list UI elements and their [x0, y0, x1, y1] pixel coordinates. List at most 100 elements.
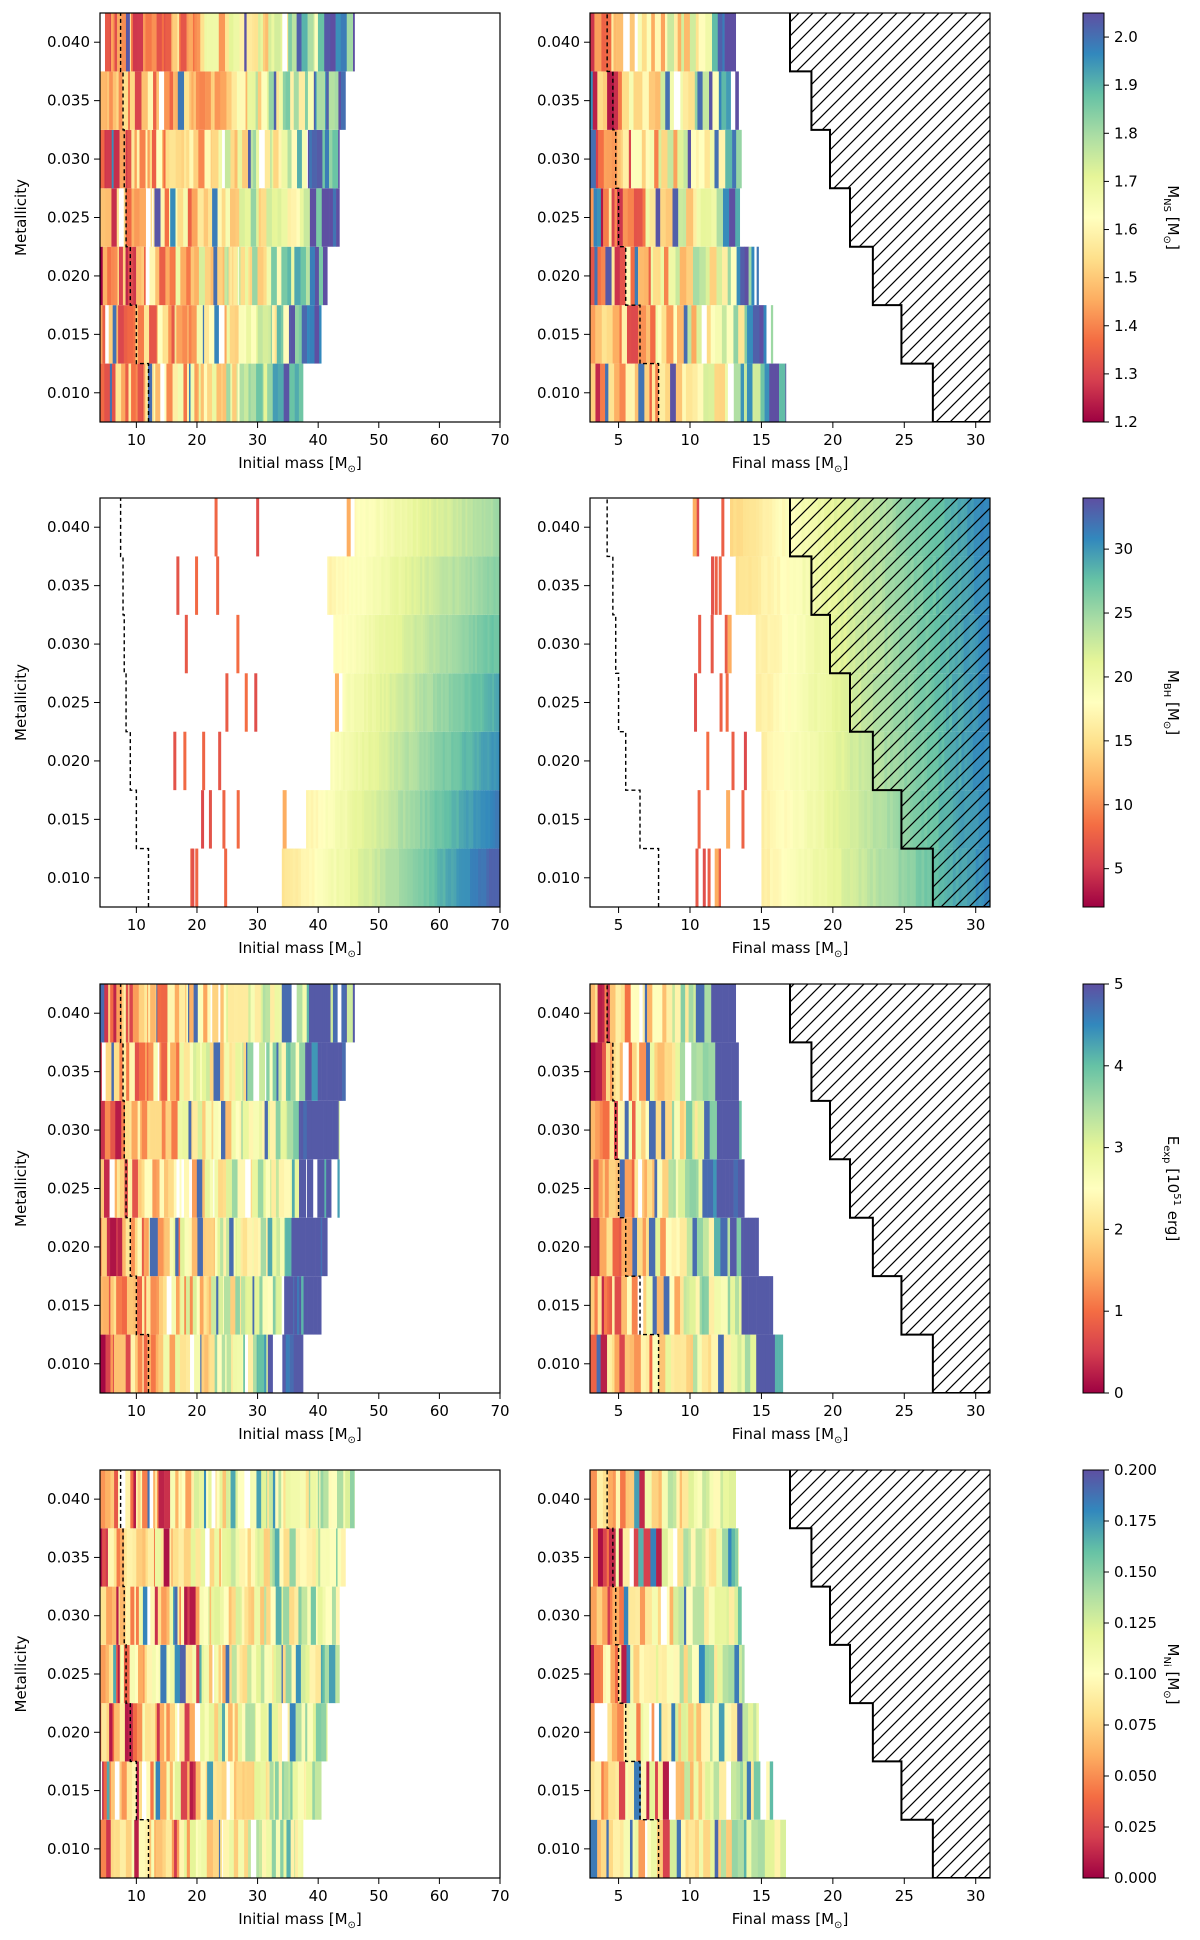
stripe-85: [202, 305, 205, 364]
bh-band-cell: [433, 614, 437, 674]
bh-band-cell: [450, 498, 454, 557]
stripe-314: [169, 71, 174, 130]
stripe-715: [294, 1334, 298, 1393]
bh-band-cell: [338, 731, 342, 791]
stripe-1720: [147, 1470, 150, 1529]
bh-band-cell: [325, 790, 329, 849]
stripe-797: [148, 1217, 151, 1277]
stripe-1129: [737, 1334, 742, 1393]
bh-band-cell: [391, 731, 395, 791]
stripe-289: [315, 129, 318, 189]
stripe-1045: [138, 984, 145, 1043]
stripe-1188: [632, 1217, 638, 1277]
bh-band-cell: [361, 790, 365, 849]
bh-band-cell: [810, 848, 814, 907]
bh-band-cell: [474, 498, 477, 557]
stripe-890: [275, 1159, 280, 1218]
bh-band-cell: [482, 556, 486, 615]
stripe-269: [237, 129, 241, 189]
stripe-818: [220, 1217, 224, 1277]
stripe-997: [220, 1042, 225, 1101]
colorbar-tick-label: 1.2: [1114, 413, 1138, 431]
stripe-1782: [608, 1819, 614, 1878]
stripe-1979: [731, 1528, 736, 1587]
stripe-356: [325, 71, 327, 130]
bh-band-cell: [785, 498, 790, 557]
stripe-202: [208, 188, 213, 247]
stripe-883: [250, 1159, 253, 1218]
stripe-1176: [756, 1276, 762, 1335]
stripe-1120: [690, 1334, 694, 1393]
stripe-1505: [305, 1703, 308, 1762]
bh-band-cell: [360, 731, 363, 791]
bh-band-cell: [795, 790, 800, 849]
stripe-900: [320, 1159, 322, 1218]
stripe-1719: [142, 1470, 148, 1529]
stripe-101: [268, 305, 272, 364]
bh-band-cell: [374, 731, 378, 791]
stripe-1459: [112, 1703, 115, 1762]
stripe-1346: [110, 1819, 114, 1878]
stripe-820: [226, 1217, 230, 1277]
stripe-56: [298, 363, 304, 422]
stripe-1883: [742, 1703, 749, 1762]
bh-band-cell: [749, 498, 754, 557]
stripe-886: [263, 1159, 266, 1218]
bh-band-cell: [758, 614, 763, 674]
y-tick-label: 0.015: [537, 1296, 580, 1314]
stripe-513: [630, 246, 635, 306]
stripe-132: [155, 246, 160, 306]
bh-band-cell: [493, 556, 497, 615]
y-tick-label: 0.020: [47, 267, 90, 285]
stripe-1014: [281, 1042, 287, 1101]
colorbar-tick-label: 30: [1114, 540, 1133, 558]
bh-band-cell: [439, 790, 443, 849]
stripe-713: [289, 1334, 294, 1393]
bh-band-cell: [353, 556, 356, 615]
stripe-563: [686, 188, 694, 247]
y-tick-label: 0.035: [537, 1063, 580, 1081]
stripe-1038: [116, 984, 123, 1043]
bh-band-cell: [778, 731, 783, 791]
bh-band-cell: [884, 848, 888, 907]
bh-band-cell: [448, 673, 452, 732]
bh-band-cell: [390, 790, 394, 849]
bh-band-cell: [491, 614, 495, 674]
stripe-1332: [680, 984, 686, 1043]
stripe-427: [353, 13, 355, 72]
panel-mni-final-mass: 5 10 15 20 25 300.0100.0150.0200.0250.0300.03…: [537, 1469, 991, 1931]
stripe-401: [246, 13, 253, 72]
stripe-1468: [150, 1703, 156, 1762]
stripe-485: [673, 305, 678, 364]
stripe-1518: [119, 1644, 122, 1704]
bh-band-cell: [781, 731, 785, 791]
stripe-770: [284, 1276, 287, 1335]
bh-band-cell: [413, 731, 416, 791]
stripe-448: [685, 363, 693, 422]
bh-sparse-bar: [222, 790, 226, 849]
stripe-892: [284, 1159, 291, 1218]
stripe-555: [645, 188, 650, 247]
stripe-57: [100, 305, 103, 364]
stripe-274: [253, 129, 257, 189]
x-tick-label: 30: [966, 431, 985, 449]
stripe-2: [109, 363, 113, 422]
x-tick-label: 40: [309, 916, 328, 934]
stripe-1298: [667, 1042, 673, 1101]
bh-band-cell: [420, 556, 423, 615]
colorbar-tick-label: 1.7: [1114, 172, 1138, 190]
stripe-740: [184, 1276, 187, 1335]
stripe-1070: [227, 984, 235, 1043]
stripe-1739: [216, 1470, 220, 1529]
stripe-869: [191, 1159, 198, 1218]
stripe-659: [705, 13, 713, 72]
stripe-1089: [314, 984, 322, 1043]
x-tick-label: 10: [127, 1887, 146, 1905]
bh-band-cell: [770, 614, 774, 674]
bh-band-cell: [827, 848, 831, 907]
stripe-1636: [310, 1586, 317, 1645]
stripe-933: [220, 1100, 226, 1160]
stripe-1760: [290, 1470, 298, 1529]
stripe-1096: [341, 984, 347, 1043]
stripe-1215: [598, 1159, 603, 1218]
